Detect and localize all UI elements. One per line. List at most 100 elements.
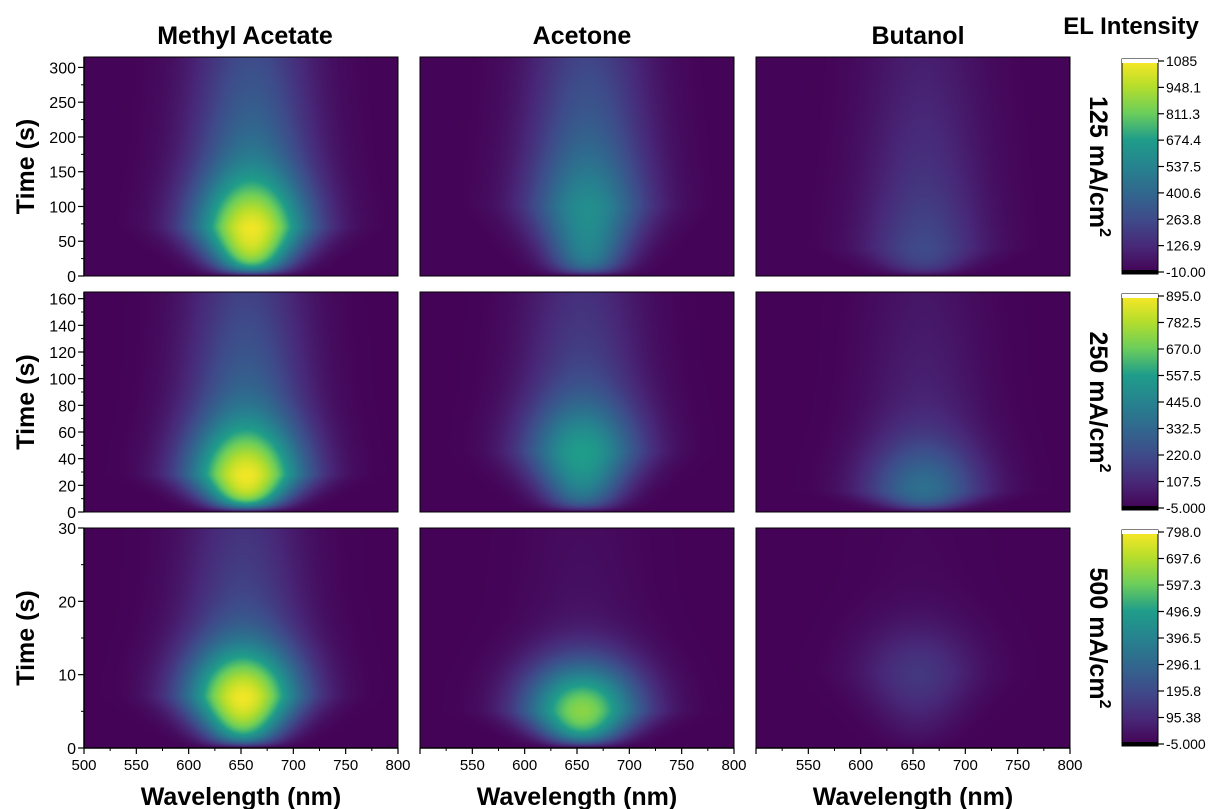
column-title-acetone: Acetone: [533, 22, 632, 50]
colorbar-tick-label: 674.4: [1166, 132, 1201, 148]
x-tick-label: 500: [71, 757, 96, 774]
y-tick-label: 120: [49, 345, 76, 362]
x-axis-label-methyl-acetate: Wavelength (nm): [141, 783, 341, 809]
x-tick-label: 550: [460, 757, 485, 774]
x-tick-label: 600: [848, 757, 873, 774]
colorbar-tick-label: 296.1: [1166, 657, 1201, 673]
x-tick-label: 700: [281, 757, 306, 774]
row-label-text: 125 mA/cm: [1084, 96, 1112, 228]
column-title-butanol: Butanol: [871, 22, 964, 50]
row-label-text: 500 mA/cm: [1084, 568, 1112, 700]
heatmap-acetone-125-ma-cm: [420, 57, 734, 276]
x-tick-label: 750: [1005, 757, 1030, 774]
panel-frame: [755, 56, 1071, 277]
y-axis-label: Time (s): [12, 354, 40, 449]
colorbar-tick-label: 798.0: [1166, 524, 1201, 540]
colorbar-tick-label: 597.3: [1166, 577, 1201, 593]
row-label-250-ma-cm: 250 mA/cm2: [1084, 332, 1113, 473]
colorbar-tick-label: 811.3: [1166, 106, 1200, 122]
colorbar-overflow-low: [1122, 742, 1158, 746]
colorbar-tick-label: 895.0: [1166, 288, 1201, 304]
y-tick-label: 100: [49, 372, 76, 389]
colorbar-overflow-low: [1122, 270, 1158, 274]
y-tick-label: 100: [49, 199, 76, 216]
column-title-methyl-acetate: Methyl Acetate: [157, 22, 333, 50]
x-tick-label: 600: [176, 757, 201, 774]
y-tick-label: 60: [58, 425, 76, 442]
x-tick-label: 600: [512, 757, 537, 774]
heatmap-methyl-acetate-250-ma-cm: [84, 292, 398, 512]
colorbar-tick-label: 95.38: [1166, 710, 1201, 726]
x-tick-label: 550: [796, 757, 821, 774]
panel-frame: [419, 56, 735, 277]
colorbar-tick-label: 537.5: [1166, 159, 1201, 175]
row-label-125-ma-cm: 125 mA/cm2: [1084, 96, 1113, 237]
heatmap-methyl-acetate-125-ma-cm: [84, 57, 398, 276]
x-tick-label: 800: [385, 757, 410, 774]
colorbar-title: EL Intensity: [1063, 13, 1199, 40]
x-tick-label: 700: [953, 757, 978, 774]
row-label-superscript: 2: [1096, 700, 1113, 709]
heatmap-acetone-500-ma-cm: [420, 528, 734, 748]
y-tick-label: 250: [49, 95, 76, 112]
y-tick-label: 20: [58, 478, 76, 495]
x-tick-label: 650: [564, 757, 589, 774]
colorbar-tick-label: 782.5: [1166, 315, 1201, 331]
colorbar-tick-label: 126.9: [1166, 238, 1201, 254]
colorbar-tick-label: 948.1: [1166, 79, 1201, 95]
x-tick-label: 650: [228, 757, 253, 774]
y-tick-label: 140: [49, 318, 76, 335]
colorbar-tick-label: 697.6: [1166, 551, 1201, 567]
colorbar-250-ma-cm: [1121, 293, 1159, 511]
y-axis-label: Time (s): [12, 119, 40, 214]
colorbar-tick-label: 107.5: [1166, 474, 1201, 490]
colorbar-tick-label: 445.0: [1166, 394, 1201, 410]
y-tick-label: 200: [49, 130, 76, 147]
colorbar-tick-label: 220.0: [1166, 447, 1201, 463]
y-tick-label: 30: [58, 521, 76, 538]
row-label-500-ma-cm: 500 mA/cm2: [1084, 568, 1113, 709]
heatmap-butanol-250-ma-cm: [756, 292, 1070, 512]
y-tick-label: 0: [67, 269, 76, 286]
colorbar-tick-label: 263.8: [1166, 211, 1201, 227]
row-label-text: 250 mA/cm: [1084, 332, 1112, 464]
colorbar-overflow-high: [1122, 294, 1158, 298]
y-tick-label: 20: [58, 594, 76, 611]
colorbar-tick-label: 670.0: [1166, 341, 1201, 357]
heatmap-acetone-250-ma-cm: [420, 292, 734, 512]
x-tick-label: 800: [721, 757, 746, 774]
colorbar-overflow-low: [1122, 506, 1158, 510]
colorbar-tick-label: 557.5: [1166, 368, 1201, 384]
heatmap-butanol-125-ma-cm: [756, 57, 1070, 276]
row-label-superscript: 2: [1096, 464, 1113, 473]
colorbar-tick-label: -10.00: [1166, 264, 1206, 280]
y-tick-label: 150: [49, 165, 76, 182]
colorbar-tick-label: -5.000: [1166, 736, 1206, 752]
x-tick-label: 750: [333, 757, 358, 774]
y-axis-label: Time (s): [12, 590, 40, 685]
x-axis-label-acetone: Wavelength (nm): [477, 783, 677, 809]
colorbar-tick-label: -5.000: [1166, 500, 1206, 516]
colorbar-tick-label: 400.6: [1166, 185, 1201, 201]
colorbar-tick-label: 1085: [1166, 53, 1197, 69]
colorbar-tick-label: 496.9: [1166, 604, 1201, 620]
colorbar-tick-label: 396.5: [1166, 630, 1201, 646]
row-label-superscript: 2: [1096, 228, 1113, 237]
heatmap-butanol-500-ma-cm: [756, 528, 1070, 748]
colorbar-tick-label: 332.5: [1166, 421, 1201, 437]
panel-frame: [419, 291, 735, 513]
colorbar-overflow-high: [1122, 59, 1158, 63]
x-tick-label: 700: [617, 757, 642, 774]
x-tick-label: 750: [669, 757, 694, 774]
x-tick-label: 650: [900, 757, 925, 774]
y-tick-label: 40: [58, 452, 76, 469]
y-tick-label: 10: [58, 668, 76, 685]
colorbar-125-ma-cm: [1121, 58, 1159, 275]
colorbar-overflow-high: [1122, 530, 1158, 534]
x-tick-label: 800: [1057, 757, 1082, 774]
y-tick-label: 300: [49, 60, 76, 77]
colorbar-tick-label: 195.8: [1166, 683, 1201, 699]
heatmap-methyl-acetate-500-ma-cm: [84, 528, 398, 748]
y-tick-label: 80: [58, 398, 76, 415]
